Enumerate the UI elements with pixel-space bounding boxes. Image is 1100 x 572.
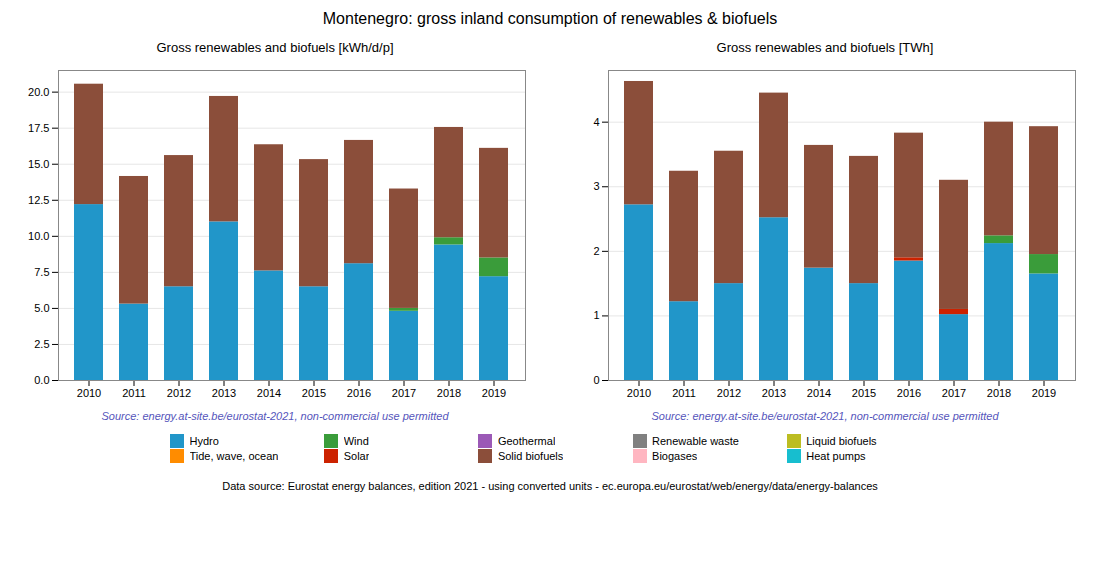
html-text:Gross renewables and biofuels: Gross renewables and biofuels [TWh] <box>716 40 934 55</box>
svg-text:2018: 2018 <box>437 387 461 399</box>
html-text:Geothermal: Geothermal <box>497 435 556 447</box>
svg-text:2: 2 <box>593 245 599 257</box>
svg-text:4: 4 <box>593 116 599 128</box>
html-text:Wind: Wind <box>343 435 369 447</box>
svg-text:2015: 2015 <box>852 387 876 399</box>
svg-text:2010: 2010 <box>627 387 651 399</box>
html-text:Liquid biofuels: Liquid biofuels <box>806 435 877 447</box>
html-text:Data source: Eurostat energy b: Data source: Eurostat energy balances, e… <box>222 479 878 492</box>
html-text:Solar: Solar <box>343 450 370 462</box>
svg-text:1: 1 <box>593 309 599 321</box>
svg-text:10.0: 10.0 <box>28 230 49 242</box>
svg-text:2019: 2019 <box>1032 387 1056 399</box>
svg-text:2.5: 2.5 <box>34 338 49 350</box>
svg-text:0: 0 <box>593 374 599 386</box>
svg-text:2018: 2018 <box>987 387 1011 399</box>
svg-text:2017: 2017 <box>392 387 416 399</box>
svg-text:15.0: 15.0 <box>28 158 49 170</box>
svg-text:2012: 2012 <box>167 387 191 399</box>
html-text:Heat pumps: Heat pumps <box>806 450 866 462</box>
svg-text:2011: 2011 <box>122 387 146 399</box>
html-text:Montenegro: gross inland consu: Montenegro: gross inland consumption of … <box>322 10 778 27</box>
svg-text:2013: 2013 <box>212 387 236 399</box>
html-text:Renewable waste: Renewable waste <box>652 435 739 447</box>
svg-text:2012: 2012 <box>717 387 741 399</box>
svg-text:2015: 2015 <box>302 387 326 399</box>
svg-text:0.0: 0.0 <box>34 374 49 386</box>
svg-text:20.0: 20.0 <box>28 86 49 98</box>
svg-text:5.0: 5.0 <box>34 302 49 314</box>
svg-text:7.5: 7.5 <box>34 266 49 278</box>
svg-text:2016: 2016 <box>897 387 921 399</box>
svg-text:17.5: 17.5 <box>28 122 49 134</box>
svg-text:2014: 2014 <box>807 387 831 399</box>
svg-text:2014: 2014 <box>257 387 281 399</box>
html-text:Tide, wave, ocean: Tide, wave, ocean <box>189 450 279 462</box>
html-text:Solid biofuels: Solid biofuels <box>497 450 564 462</box>
html-text:Biogases: Biogases <box>652 450 698 462</box>
svg-text:2017: 2017 <box>942 387 966 399</box>
svg-text:12.5: 12.5 <box>28 194 49 206</box>
svg-text:2011: 2011 <box>672 387 696 399</box>
html-text:Gross renewables and biofuels: Gross renewables and biofuels [kWh/d/p] <box>156 40 394 55</box>
html-text:Hydro: Hydro <box>189 435 219 447</box>
svg-text:2010: 2010 <box>77 387 101 399</box>
html-text:Source: energy.at-site.be/euro: Source: energy.at-site.be/eurostat-2021,… <box>101 410 449 422</box>
html-text:Source: energy.at-site.be/euro: Source: energy.at-site.be/eurostat-2021,… <box>651 410 999 422</box>
svg-text:3: 3 <box>593 180 599 192</box>
svg-text:2013: 2013 <box>762 387 786 399</box>
svg-text:2016: 2016 <box>347 387 371 399</box>
svg-text:2019: 2019 <box>482 387 506 399</box>
